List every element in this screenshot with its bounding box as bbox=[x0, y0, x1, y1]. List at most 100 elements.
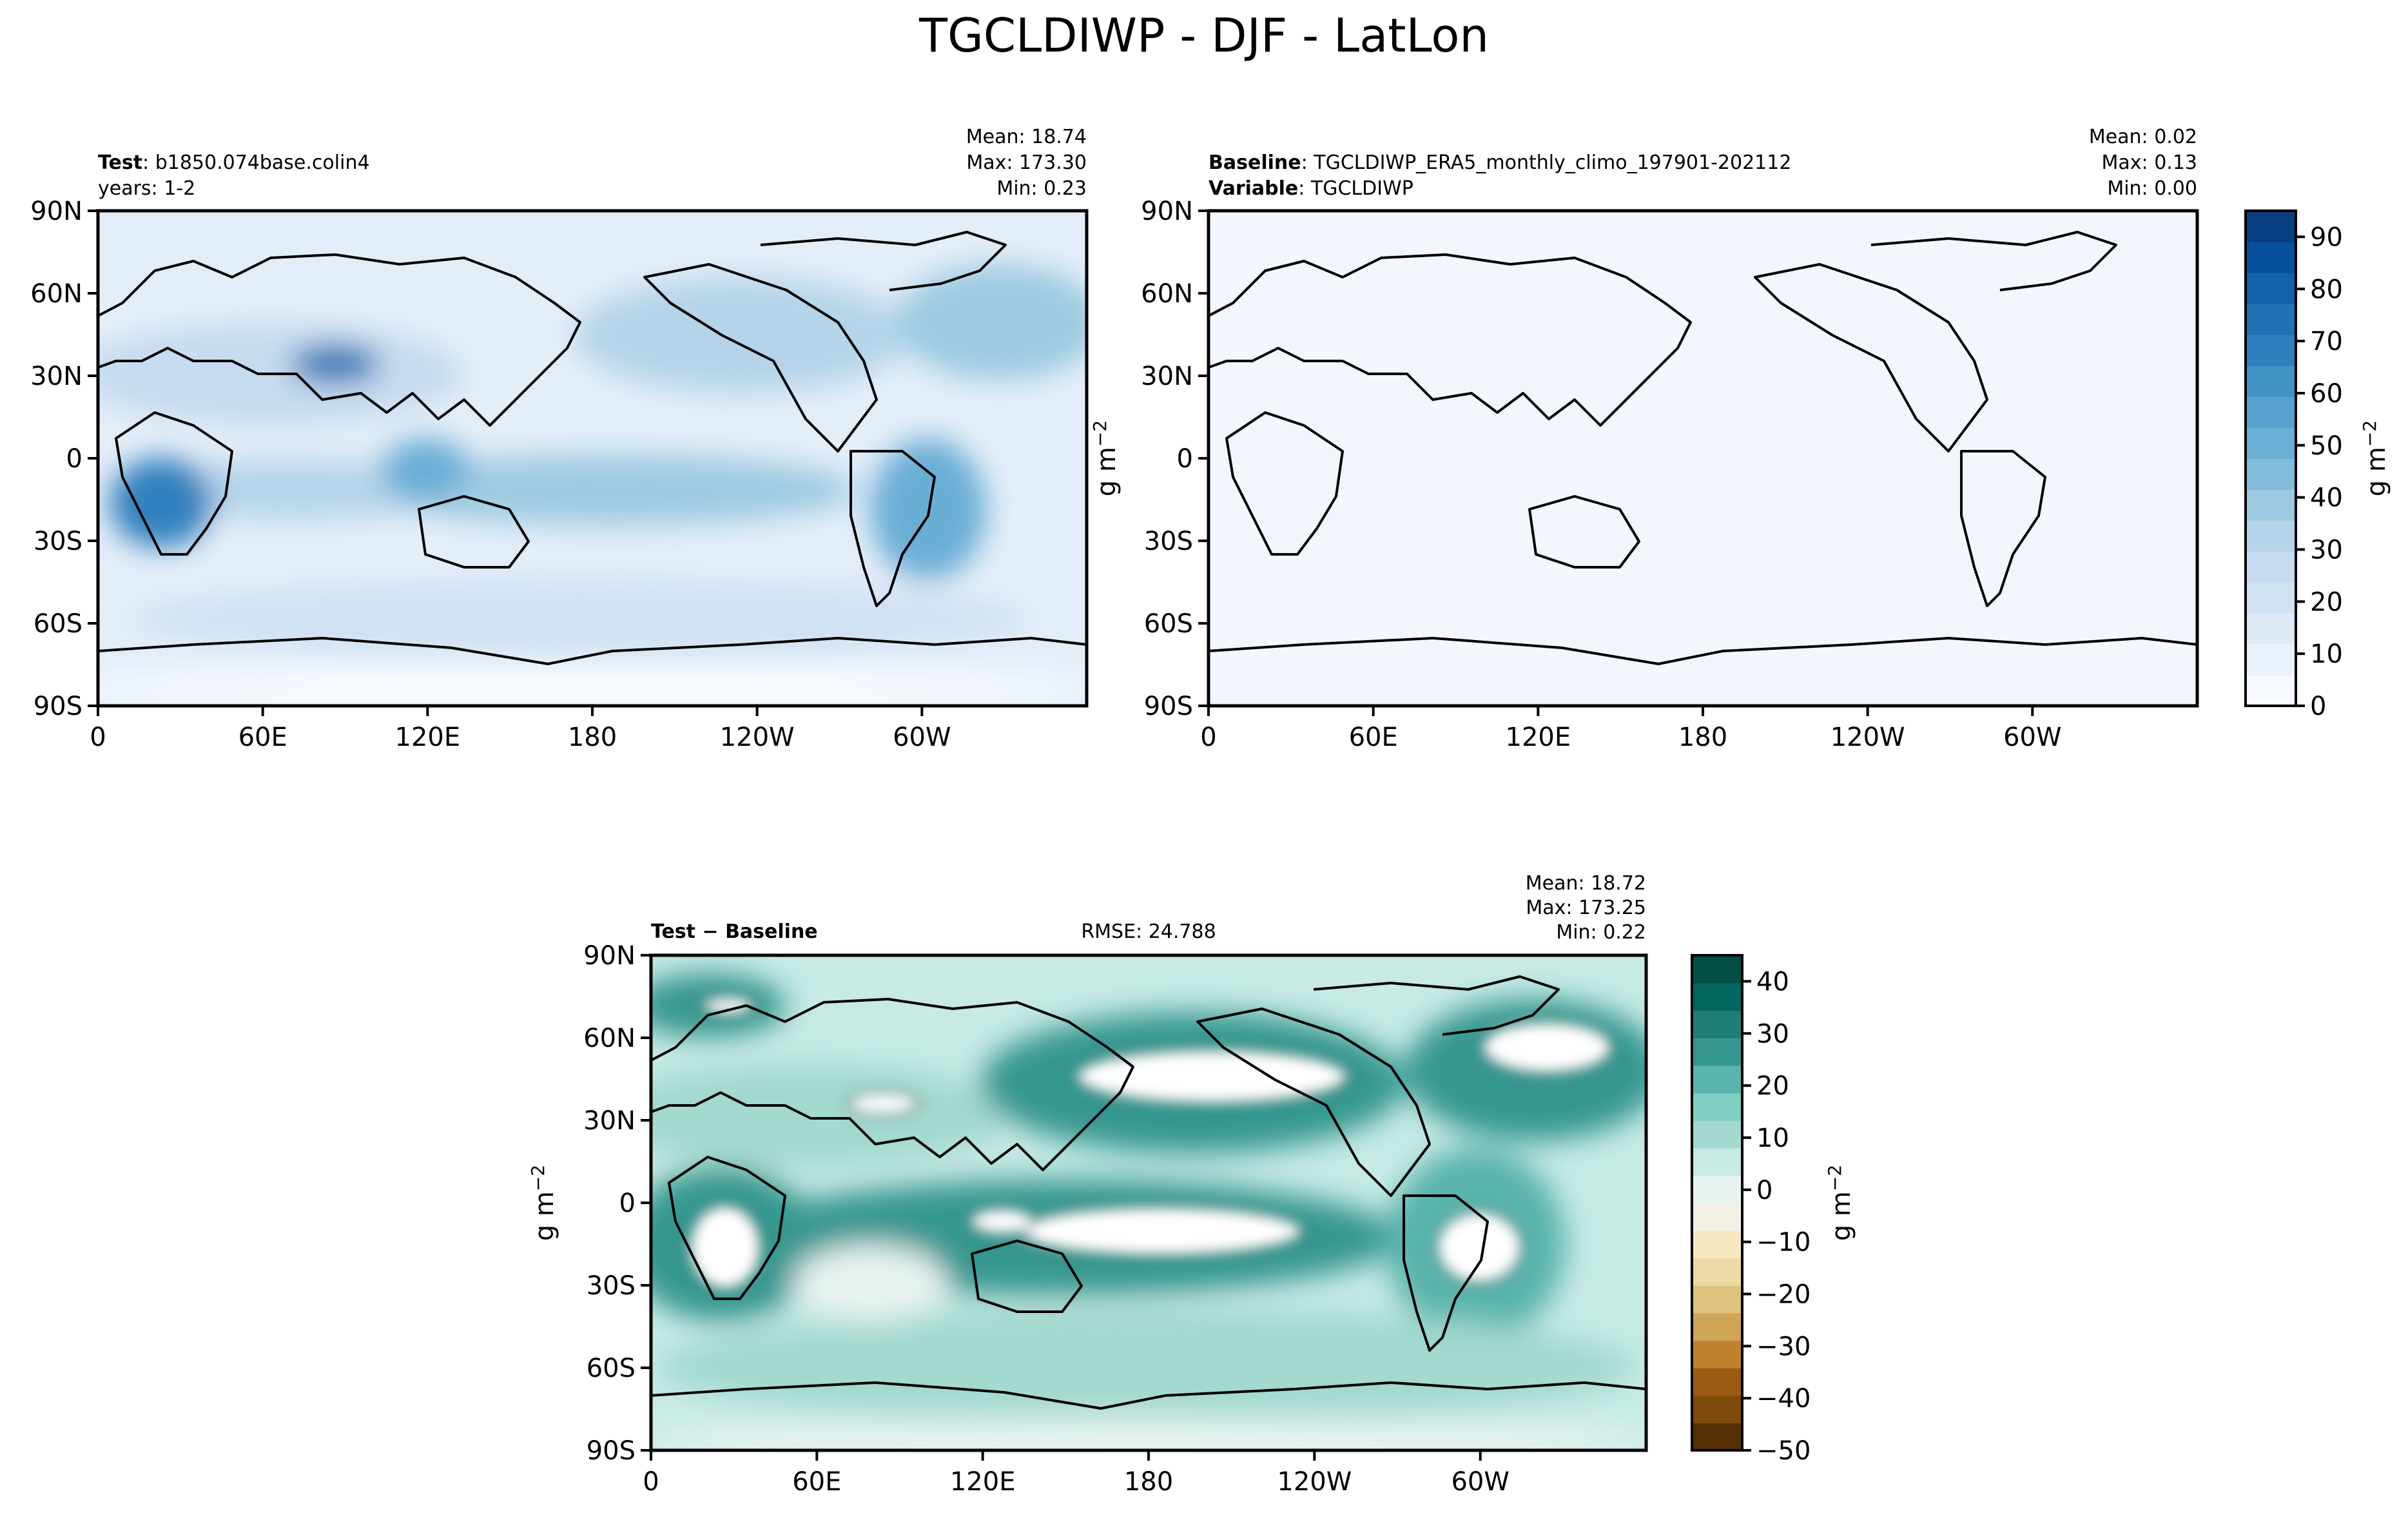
panel-baseline: Baseline: TGCLDIWP_ERA5_monthly_climo_19… bbox=[1089, 126, 2391, 752]
colorbar-swatch bbox=[1692, 1065, 1742, 1094]
panel-baseline-label-value: TGCLDIWP_ERA5_monthly_climo_197901-20211… bbox=[1313, 151, 1791, 174]
panel-diff-max: Max: 173.25 bbox=[1526, 897, 1646, 919]
panel-diff-label-test: Test bbox=[651, 920, 695, 943]
colorbar-tick-label: 90 bbox=[2310, 222, 2343, 252]
y-tick-label: 30N bbox=[583, 1106, 636, 1136]
colorbar-swatch bbox=[1692, 1312, 1742, 1341]
y-tick-label: 30S bbox=[34, 527, 83, 556]
colorbar-tick-label: 20 bbox=[2310, 587, 2343, 617]
colorbar-swatch bbox=[1692, 1120, 1742, 1149]
x-tick-label: 180 bbox=[1124, 1467, 1173, 1497]
x-tick-label: 120E bbox=[1506, 723, 1571, 752]
colorbar-blues-unit: g m−2 bbox=[2359, 420, 2391, 496]
figure-title: TGCLDIWP - DJF - LatLon bbox=[918, 8, 1489, 63]
colorbar-swatch bbox=[1692, 982, 1742, 1011]
x-tick-label: 180 bbox=[1678, 723, 1727, 752]
colorbar-swatch bbox=[1692, 1203, 1742, 1231]
y-tick-label: 90S bbox=[34, 692, 83, 721]
colorbar-swatch bbox=[2246, 458, 2296, 490]
x-tick-label: 120W bbox=[1277, 1467, 1352, 1497]
colorbar-swatch bbox=[1692, 1010, 1742, 1038]
panel-test-label: Test: b1850.074base.colin4 bbox=[98, 151, 370, 174]
colorbar-swatch bbox=[1692, 1147, 1742, 1176]
x-tick-label: 0 bbox=[90, 723, 106, 752]
colorbar-tick-label: −50 bbox=[1756, 1436, 1811, 1466]
colorbar-swatch bbox=[1692, 1175, 1742, 1203]
colorbar-swatch bbox=[2246, 211, 2296, 242]
colorbar-tick-label: 50 bbox=[2310, 431, 2343, 461]
colorbar-tick-label: −30 bbox=[1756, 1332, 1811, 1361]
panel-baseline-label-bold: Baseline bbox=[1209, 151, 1301, 174]
colorbar-frame bbox=[2244, 209, 2297, 707]
panel-diff-min: Min: 0.22 bbox=[1556, 921, 1646, 944]
colorbar-tick-label: 10 bbox=[2310, 639, 2343, 669]
colorbar-tick-label: 30 bbox=[2310, 535, 2343, 565]
panel-baseline-min: Min: 0.00 bbox=[2107, 177, 2197, 200]
panel-baseline-variable-bold: Variable bbox=[1209, 177, 1298, 200]
colorbar-swatch bbox=[1692, 1395, 1742, 1424]
colorbar-swatch bbox=[2246, 582, 2296, 614]
panel-diff-field bbox=[651, 955, 1646, 1450]
panel-baseline-max: Max: 0.13 bbox=[2102, 151, 2197, 174]
y-tick-label: 90S bbox=[1144, 692, 1193, 721]
y-tick-label: 30N bbox=[30, 362, 83, 391]
panel-test-max: Max: 173.30 bbox=[966, 151, 1087, 174]
panel-test-label-bold: Test bbox=[98, 151, 142, 174]
colorbar-swatch bbox=[1692, 1038, 1742, 1066]
panel-baseline-variable: Variable: TGCLDIWP bbox=[1209, 177, 1413, 200]
colorbar-swatch bbox=[2246, 273, 2296, 304]
y-tick-label: 30S bbox=[1144, 527, 1193, 556]
colorbar-swatch bbox=[1692, 1093, 1742, 1121]
colorbar-swatch bbox=[2246, 335, 2296, 366]
x-tick-label: 180 bbox=[568, 723, 617, 752]
colorbar-frame bbox=[1691, 954, 1743, 1452]
x-tick-label: 60W bbox=[1451, 1467, 1509, 1497]
panel-baseline-axes: 0 60E 120E 180 120W 60W 90N 60N 30N 0 30S 60S 90S bbox=[1141, 197, 2061, 752]
x-tick-label: 120E bbox=[395, 723, 461, 752]
colorbar-tick-label: 60 bbox=[2310, 379, 2343, 409]
panel-test-label-value: b1850.074base.colin4 bbox=[155, 151, 370, 174]
colorbar-swatch bbox=[2246, 396, 2296, 428]
panel-diff-axes: 0 60E 120E 180 120W 60W 90N 60N 30N 0 30S 60S 90S bbox=[583, 941, 1510, 1497]
panel-test-field bbox=[98, 211, 1087, 706]
colorbar-swatch bbox=[2246, 242, 2296, 273]
y-tick-label: 60N bbox=[1141, 279, 1193, 309]
x-tick-label: 0 bbox=[643, 1467, 659, 1497]
y-tick-label: 0 bbox=[66, 444, 83, 474]
y-tick-label: 90N bbox=[30, 197, 83, 226]
colorbar-blues: 0 10 20 30 40 50 60 70 80 90 bbox=[2244, 209, 2343, 721]
x-tick-label: 120W bbox=[1830, 723, 1905, 752]
y-tick-label: 0 bbox=[619, 1189, 636, 1218]
colorbar-swatch bbox=[2246, 365, 2296, 397]
x-tick-label: 60E bbox=[238, 723, 287, 752]
colorbar-tick-label: 40 bbox=[1756, 967, 1789, 997]
y-tick-label: 90S bbox=[587, 1436, 636, 1466]
colorbar-tick-label: 20 bbox=[1756, 1071, 1789, 1101]
colorbar-swatch bbox=[2246, 644, 2296, 676]
panel-baseline-ylabel: g m−2 bbox=[1089, 420, 1121, 496]
colorbar-tick-label: 30 bbox=[1756, 1019, 1789, 1049]
x-tick-label: 0 bbox=[1200, 723, 1216, 752]
colorbar-diverging-unit: g m−2 bbox=[1824, 1165, 1856, 1241]
colorbar-swatch bbox=[2246, 551, 2296, 583]
panel-diff-mean: Mean: 18.72 bbox=[1526, 872, 1646, 895]
colorbar-tick-label: 80 bbox=[2310, 275, 2343, 304]
colorbar-diverging: 40 30 20 10 0 −10 −20 −30 −40 −50 bbox=[1691, 954, 1811, 1466]
x-tick-label: 120E bbox=[950, 1467, 1016, 1497]
x-tick-label: 60W bbox=[2003, 723, 2061, 752]
y-tick-label: 90N bbox=[583, 941, 636, 971]
panel-test-sublabel: years: 1-2 bbox=[98, 177, 195, 200]
panel-baseline-variable-value: TGCLDIWP bbox=[1310, 177, 1413, 200]
panel-baseline-mean: Mean: 0.02 bbox=[2089, 126, 2197, 148]
x-tick-label: 60W bbox=[893, 723, 951, 752]
y-tick-label: 30S bbox=[587, 1271, 636, 1301]
y-tick-label: 60S bbox=[34, 609, 83, 639]
panel-difference: Test − Baseline RMSE: 24.788 Mean: 18.72… bbox=[527, 872, 1856, 1497]
x-tick-label: 120W bbox=[720, 723, 795, 752]
panel-diff-ylabel: g m−2 bbox=[527, 1165, 559, 1241]
y-tick-label: 60N bbox=[30, 279, 83, 309]
panel-baseline-label: Baseline: TGCLDIWP_ERA5_monthly_climo_19… bbox=[1209, 151, 1791, 174]
panel-diff-label-baseline: Baseline bbox=[725, 920, 818, 943]
colorbar-tick-label: −40 bbox=[1756, 1384, 1811, 1414]
